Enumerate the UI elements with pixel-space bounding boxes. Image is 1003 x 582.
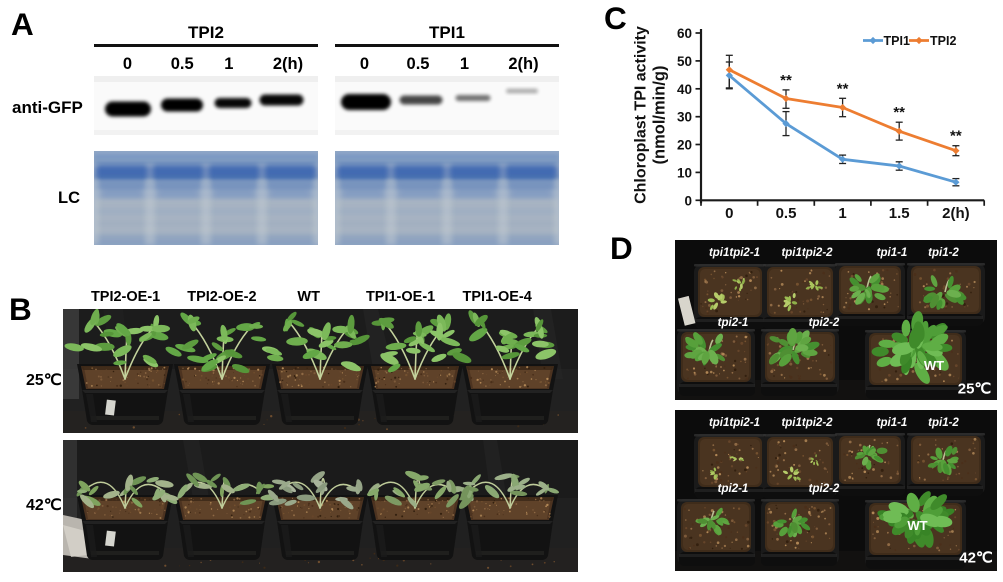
svg-text:0: 0 xyxy=(725,205,733,222)
svg-text:1.5: 1.5 xyxy=(889,205,910,222)
svg-text:0.5: 0.5 xyxy=(776,205,797,222)
svg-text:tpi1tpi2-1: tpi1tpi2-1 xyxy=(709,247,760,259)
svg-text:tpi1-1: tpi1-1 xyxy=(877,417,908,429)
svg-text:tpi1-2: tpi1-2 xyxy=(928,417,959,429)
svg-text:**: ** xyxy=(950,128,962,145)
svg-text:0: 0 xyxy=(684,193,692,208)
svg-text:42℃: 42℃ xyxy=(959,550,993,567)
svg-text:25℃: 25℃ xyxy=(958,381,992,398)
svg-text:tpi2-2: tpi2-2 xyxy=(809,483,840,495)
svg-text:**: ** xyxy=(837,80,849,97)
svg-text:tpi1-2: tpi1-2 xyxy=(928,247,959,259)
svg-text:40: 40 xyxy=(677,82,692,97)
svg-text:tpi1-1: tpi1-1 xyxy=(877,247,908,259)
svg-text:WT: WT xyxy=(907,518,927,533)
svg-text:2(h): 2(h) xyxy=(942,205,970,222)
svg-text:20: 20 xyxy=(677,138,692,153)
svg-text:60: 60 xyxy=(677,26,692,41)
svg-text:Chloroplast TPI activity: Chloroplast TPI activity xyxy=(633,26,650,204)
svg-text:50: 50 xyxy=(677,54,692,69)
svg-text:tpi2-1: tpi2-1 xyxy=(718,483,749,495)
svg-text:(nmol/min/g): (nmol/min/g) xyxy=(651,66,669,165)
svg-text:tpi1tpi2-2: tpi1tpi2-2 xyxy=(781,247,833,259)
svg-text:30: 30 xyxy=(677,110,692,125)
svg-text:TPI2: TPI2 xyxy=(930,34,956,48)
svg-text:**: ** xyxy=(780,72,792,89)
svg-text:TPI1: TPI1 xyxy=(884,34,910,48)
svg-text:tpi2-1: tpi2-1 xyxy=(718,317,749,329)
svg-text:tpi1tpi2-2: tpi1tpi2-2 xyxy=(781,417,833,429)
svg-text:WT: WT xyxy=(924,358,944,373)
svg-text:10: 10 xyxy=(677,165,692,180)
svg-text:1: 1 xyxy=(838,205,846,222)
svg-text:**: ** xyxy=(893,104,905,121)
svg-text:tpi1tpi2-1: tpi1tpi2-1 xyxy=(709,417,760,429)
svg-text:tpi2-2: tpi2-2 xyxy=(809,317,840,329)
